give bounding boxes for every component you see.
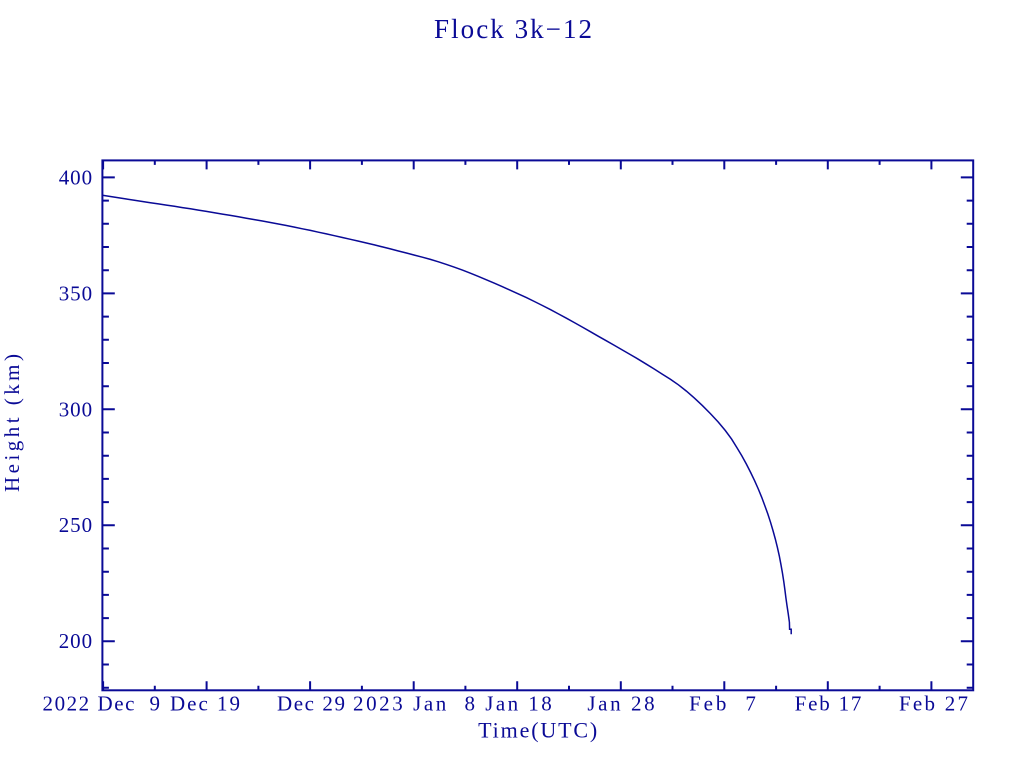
svg-text:Dec 29: Dec 29 (277, 692, 345, 716)
svg-text:400: 400 (59, 165, 92, 189)
svg-text:Feb 27: Feb 27 (899, 692, 968, 716)
svg-text:Dec 19: Dec 19 (170, 692, 240, 716)
svg-text:200: 200 (59, 629, 92, 653)
svg-text:350: 350 (59, 281, 92, 305)
svg-text:2023 Jan 8: 2023 Jan 8 (353, 692, 475, 716)
svg-text:Time(UTC): Time(UTC) (478, 718, 597, 743)
svg-text:Feb 7: Feb 7 (689, 692, 756, 716)
svg-text:Feb 17: Feb 17 (795, 692, 862, 716)
svg-text:2022 Dec 9: 2022 Dec 9 (43, 692, 161, 716)
svg-text:Height (km): Height (km) (0, 354, 24, 492)
svg-text:300: 300 (59, 397, 92, 421)
svg-text:250: 250 (59, 513, 92, 537)
